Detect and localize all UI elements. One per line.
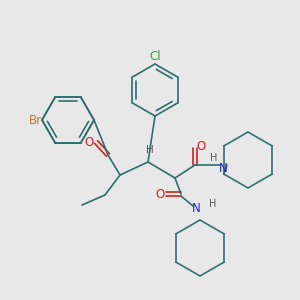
Text: O: O	[196, 140, 206, 154]
Text: H: H	[210, 153, 218, 163]
Text: N: N	[219, 161, 227, 175]
Text: H: H	[146, 145, 154, 155]
Text: H: H	[209, 199, 217, 209]
Text: O: O	[84, 136, 94, 148]
Text: Br: Br	[28, 113, 42, 127]
Text: N: N	[192, 202, 200, 214]
Text: Cl: Cl	[149, 50, 161, 64]
Text: O: O	[155, 188, 165, 202]
